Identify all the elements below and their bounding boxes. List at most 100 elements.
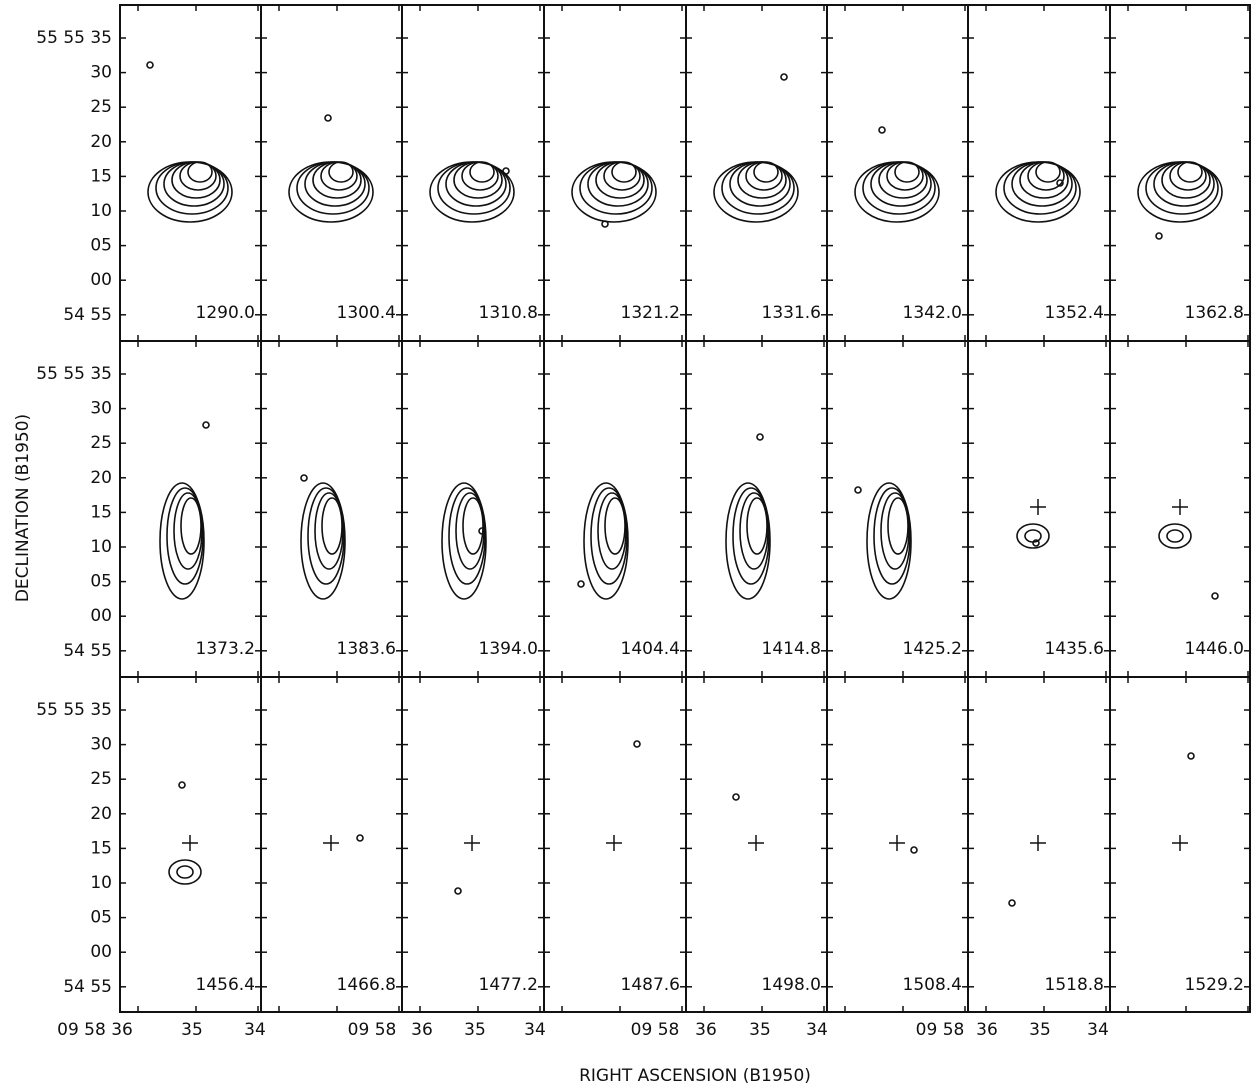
y-tick-label: 55 55 35: [36, 700, 112, 720]
y-tick-label: 05: [90, 908, 112, 928]
velocity-label: 1446.0: [1185, 639, 1244, 659]
panel-frame: [967, 340, 1111, 678]
panel-frame: [401, 4, 545, 342]
contour: [880, 492, 910, 570]
y-tick-label: 20: [90, 468, 112, 488]
contour: [746, 497, 768, 555]
panel-frame: [119, 4, 262, 342]
contour: [894, 161, 920, 183]
panel-frame: [401, 676, 545, 1013]
velocity-label: 1487.6: [621, 975, 680, 995]
channel-panel: 1310.8: [401, 4, 545, 342]
panel-frame: [967, 676, 1111, 1013]
y-tick-label: 25: [90, 769, 112, 789]
y-tick-label: 30: [90, 63, 112, 83]
y-tick-label: 30: [90, 399, 112, 419]
x-tick-label: 36: [695, 1020, 717, 1040]
channel-panel: 1290.0: [119, 4, 262, 342]
noise-blob: [854, 486, 862, 494]
noise-blob: [502, 167, 510, 175]
contour: [753, 161, 779, 183]
noise-blob: [732, 793, 740, 801]
noise-blob: [324, 114, 332, 122]
channel-panel: 1352.4: [967, 4, 1111, 342]
panel-frame: [401, 340, 545, 678]
velocity-label: 1362.8: [1185, 303, 1244, 323]
noise-blob: [1032, 539, 1040, 547]
channel-panel: 1425.2: [826, 340, 969, 678]
y-tick-label: 15: [90, 502, 112, 522]
panel-frame: [1109, 676, 1251, 1013]
panel-frame: [543, 340, 687, 678]
velocity-label: 1300.4: [337, 303, 396, 323]
noise-blob: [1008, 899, 1016, 907]
contour: [873, 487, 911, 585]
velocity-label: 1290.0: [196, 303, 255, 323]
velocity-label: 1518.8: [1045, 975, 1104, 995]
panel-frame: [685, 340, 828, 678]
channel-panel: 1487.6: [543, 676, 687, 1013]
velocity-label: 1383.6: [337, 639, 396, 659]
noise-blob: [1056, 179, 1064, 187]
contour: [887, 497, 909, 555]
x-tick-label: 34: [806, 1020, 828, 1040]
noise-blob: [478, 527, 486, 535]
noise-blob: [1155, 232, 1163, 240]
channel-panel: 1373.2: [119, 340, 262, 678]
y-tick-label: 55 55 35: [36, 28, 112, 48]
noise-blob: [780, 73, 788, 81]
x-tick-label: 09 58: [916, 1020, 965, 1040]
panel-frame: [260, 4, 403, 342]
x-tick-label: 35: [1029, 1020, 1051, 1040]
channel-panel: 1383.6: [260, 340, 403, 678]
velocity-label: 1477.2: [479, 975, 538, 995]
contour: [180, 497, 202, 555]
noise-blob: [756, 433, 764, 441]
velocity-label: 1331.6: [762, 303, 821, 323]
contour: [159, 482, 205, 600]
y-tick-label: 10: [90, 201, 112, 221]
contour: [166, 487, 204, 585]
y-tick-label: 55 55 35: [36, 364, 112, 384]
contour: [441, 482, 487, 600]
channel-panel: 1321.2: [543, 4, 687, 342]
noise-blob: [910, 846, 918, 854]
channel-panel: 1404.4: [543, 340, 687, 678]
channel-panel: 1342.0: [826, 4, 969, 342]
velocity-label: 1508.4: [903, 975, 962, 995]
contour: [469, 161, 495, 183]
x-tick-label: 36: [411, 1020, 433, 1040]
contour: [307, 487, 345, 585]
channel-panel: 1529.2: [1109, 676, 1251, 1013]
panel-frame: [826, 340, 969, 678]
panel-frame: [119, 340, 262, 678]
y-tick-label: 15: [90, 838, 112, 858]
y-tick-label: 54 55: [63, 641, 112, 661]
contour: [732, 487, 770, 585]
velocity-label: 1529.2: [1185, 975, 1244, 995]
x-tick-label: 34: [244, 1020, 266, 1040]
noise-blob: [1211, 592, 1219, 600]
y-tick-label: 00: [90, 942, 112, 962]
contour: [328, 161, 354, 183]
noise-blob: [1187, 752, 1195, 760]
noise-blob: [356, 834, 364, 842]
y-tick-label: 20: [90, 804, 112, 824]
contour: [1158, 523, 1192, 549]
channel-panel: 1498.0: [685, 676, 828, 1013]
contour: [611, 161, 637, 183]
y-tick-label: 10: [90, 537, 112, 557]
contour: [168, 859, 202, 885]
contour: [590, 487, 628, 585]
panel-frame: [967, 4, 1111, 342]
velocity-label: 1321.2: [621, 303, 680, 323]
noise-blob: [878, 126, 886, 134]
y-tick-label: 54 55: [63, 977, 112, 997]
contour: [176, 865, 194, 879]
velocity-label: 1373.2: [196, 639, 255, 659]
panel-frame: [685, 4, 828, 342]
noise-blob: [601, 220, 609, 228]
noise-blob: [577, 580, 585, 588]
contour: [866, 482, 912, 600]
contour: [187, 161, 213, 183]
